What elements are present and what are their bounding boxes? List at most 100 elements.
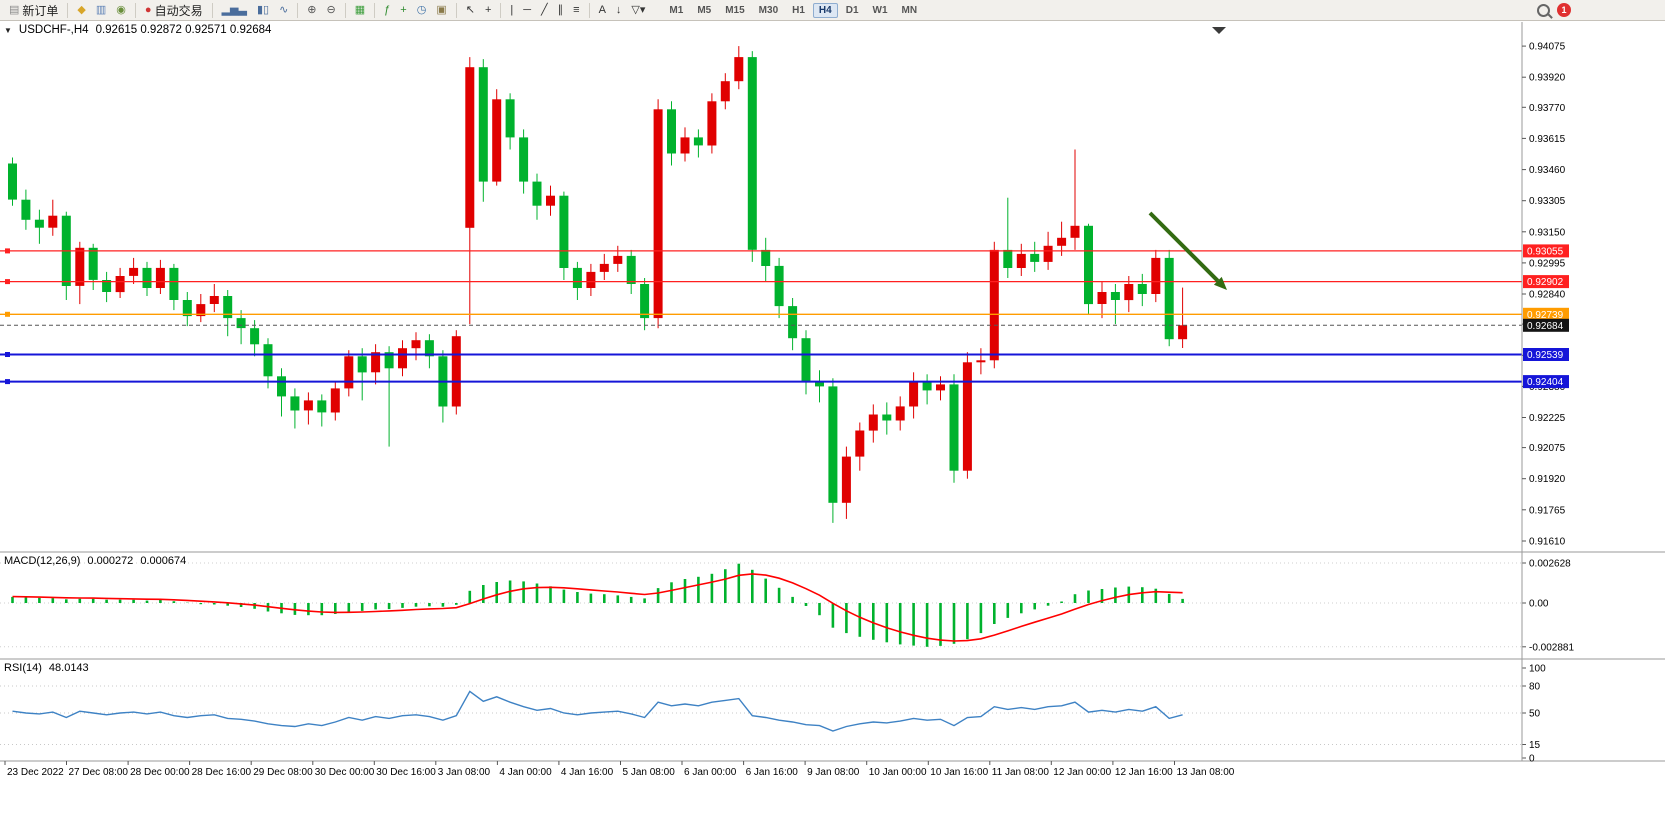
time-axis-label: 30 Dec 00:00 (315, 767, 375, 778)
time-axis[interactable]: 23 Dec 2022 27 Dec 08:00 28 Dec 00:00 28 De… (4, 761, 1235, 778)
rsi-axis-label: 0 (1529, 754, 1535, 765)
crosshair-icon: + (484, 3, 492, 16)
channel-button[interactable]: ∥ (553, 0, 569, 20)
time-axis-label: 3 Jan 08:00 (438, 767, 491, 778)
timeframe-h4-button[interactable]: H4 (812, 2, 838, 18)
autotrading-button[interactable]: ● 自动交易 (140, 0, 208, 20)
candlestick-chart-button[interactable]: ▮▯ (252, 0, 274, 20)
chart-shift-marker[interactable] (1212, 27, 1226, 34)
time-axis-label: 29 Dec 08:00 (253, 767, 313, 778)
support-line-1-handle[interactable] (5, 352, 10, 357)
down-arrow-annotation[interactable] (1148, 211, 1227, 290)
timeframe-w1-button[interactable]: W1 (872, 4, 888, 16)
horizontal-line-button[interactable]: ─ (518, 0, 536, 20)
line-chart-button[interactable]: ∿ (274, 0, 293, 20)
profiles-icon: ▥ (95, 3, 107, 16)
bar-chart-button[interactable]: ▂▅▃ (217, 0, 252, 20)
svg-text:0.92404: 0.92404 (1527, 377, 1564, 388)
ohlc-collapse-icon[interactable]: ▼ (4, 25, 12, 35)
candle-body (788, 306, 798, 339)
data-window-button[interactable]: ◉ (111, 0, 131, 20)
candle-body (559, 195, 569, 268)
bar-chart-icon: ▂▅▃ (221, 3, 247, 16)
favorites-button[interactable]: ◆ (72, 0, 90, 20)
new-order-button[interactable]: ▤ 新订单 (4, 0, 63, 20)
timeframe-mn-button[interactable]: MN (901, 4, 918, 16)
candle-body (1110, 292, 1120, 300)
macd-panel[interactable]: 0.002628 0.00 -0.002881 (0, 559, 1574, 654)
candlestick-icon: ▮▯ (256, 3, 270, 16)
candle-body (868, 414, 878, 431)
candle-body (357, 356, 367, 373)
candle-body (209, 296, 219, 304)
candle-body (761, 249, 771, 266)
candle-body (478, 67, 488, 182)
time-axis-label: 23 Dec 2022 (7, 767, 64, 778)
timeframe-d1-button[interactable]: D1 (845, 4, 859, 16)
time-axis-label: 5 Jan 08:00 (623, 767, 676, 778)
candle-body (801, 338, 811, 383)
candle-body (640, 284, 650, 319)
time-axis-label: 11 Jan 08:00 (992, 767, 1050, 778)
mid-line-handle[interactable] (5, 311, 10, 317)
toolbar-separator (211, 2, 213, 18)
zoom-in-button[interactable]: ⊕ (302, 0, 321, 20)
resistance-line-1-handle[interactable] (5, 248, 10, 254)
tile-windows-button[interactable]: ▦ (350, 0, 370, 20)
candle-body (236, 318, 246, 329)
timeframe-h1-button[interactable]: H1 (792, 4, 805, 16)
tile-windows-icon: ▦ (354, 3, 366, 16)
time-axis-label: 12 Jan 16:00 (1115, 767, 1173, 778)
templates-button[interactable]: ▣ (431, 0, 451, 20)
candle-body (263, 344, 273, 377)
notification-badge[interactable]: 1 (1557, 3, 1571, 17)
zoom-out-button[interactable]: ⊖ (322, 0, 341, 20)
resistance-line-1-price-badge: 0.93055 (1523, 244, 1569, 258)
candle-body (707, 101, 717, 146)
indicators-button[interactable]: ƒ (379, 0, 395, 20)
time-axis-label: 28 Dec 16:00 (192, 767, 252, 778)
autotrading-icon: ● (144, 3, 152, 16)
arrows-button[interactable]: ↓ (611, 0, 627, 20)
crosshair-button[interactable]: + (480, 0, 496, 20)
timeframe-m1-button[interactable]: M1 (669, 4, 684, 16)
candle-body (344, 356, 354, 389)
cursor-button[interactable]: ↖ (461, 0, 480, 20)
macd-axis-label: -0.002881 (1529, 642, 1574, 653)
candle-body (882, 414, 892, 421)
vertical-line-button[interactable]: | (505, 0, 518, 20)
rsi-axis-label: 50 (1529, 709, 1541, 720)
ohlc-readout: 0.92615 0.92872 0.92571 0.92684 (95, 24, 272, 36)
support-line-2-handle[interactable] (5, 379, 10, 385)
timeframe-m5-button[interactable]: M5 (697, 4, 712, 16)
timeframe-m30-button[interactable]: M30 (758, 4, 779, 16)
candle-body (519, 137, 529, 182)
time-axis-label: 30 Dec 16:00 (376, 767, 436, 778)
text-button[interactable]: A (594, 0, 611, 20)
macd-label: MACD(12,26,9) 0.000272 0.000674 (4, 555, 186, 567)
add-indicator-button[interactable]: + (395, 0, 411, 20)
shapes-button[interactable]: ▽▾ (626, 0, 650, 20)
chart-area: 0.0026280.00-0.00288110080501500.940750.… (0, 22, 1665, 828)
search-icon[interactable] (1537, 3, 1550, 17)
price-axis[interactable]: 0.94075 0.93920 0.93770 0.93615 0.93460 0.933… (1521, 22, 1569, 761)
price-axis-label: 0.92075 (1529, 443, 1566, 454)
rsi-panel[interactable]: 100 80 50 15 0 (0, 664, 1546, 765)
candle-body (277, 376, 286, 397)
timeframe-m15-button[interactable]: M15 (725, 4, 745, 16)
profiles-button[interactable]: ▥ (91, 0, 111, 20)
trendline-button[interactable]: ╱ (536, 0, 553, 20)
time-axis-label: 10 Jan 16:00 (930, 767, 988, 778)
periods-button[interactable]: ◷ (412, 0, 432, 20)
rsi-axis-label: 15 (1529, 740, 1541, 751)
price-axis-label: 0.93770 (1529, 103, 1566, 114)
resistance-line-2-handle[interactable] (5, 279, 10, 285)
trendline-icon: ╱ (541, 3, 548, 16)
toolbar-separator (500, 2, 502, 18)
toolbar-separator (67, 2, 69, 18)
candle-body (75, 247, 85, 286)
candle-body (142, 267, 152, 288)
fibonacci-button[interactable]: ≡ (568, 0, 584, 20)
candle-body (1164, 257, 1174, 340)
time-axis-label: 9 Jan 08:00 (807, 767, 860, 778)
